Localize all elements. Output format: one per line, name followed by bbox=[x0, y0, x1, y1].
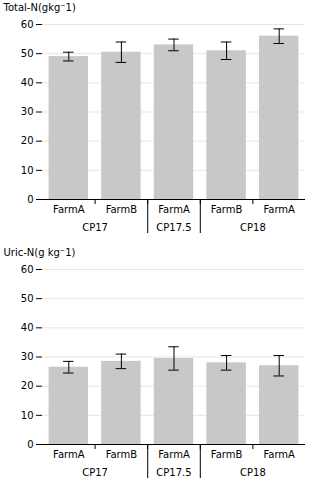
svg-text:CP18: CP18 bbox=[240, 467, 266, 478]
svg-text:30: 30 bbox=[21, 106, 34, 117]
svg-text:FarmA: FarmA bbox=[263, 449, 295, 460]
svg-text:60: 60 bbox=[21, 19, 34, 30]
svg-text:CP17.5: CP17.5 bbox=[156, 467, 191, 478]
svg-text:50: 50 bbox=[21, 293, 34, 304]
svg-text:0: 0 bbox=[27, 439, 33, 450]
svg-text:FarmA: FarmA bbox=[263, 204, 295, 215]
svg-text:40: 40 bbox=[21, 322, 34, 333]
svg-text:FarmA: FarmA bbox=[53, 449, 85, 460]
svg-text:CP17.5: CP17.5 bbox=[156, 222, 191, 233]
svg-text:FarmA: FarmA bbox=[158, 449, 190, 460]
svg-text:CP17: CP17 bbox=[82, 222, 108, 233]
svg-text:FarmB: FarmB bbox=[106, 449, 138, 460]
svg-text:FarmA: FarmA bbox=[158, 204, 190, 215]
svg-text:FarmB: FarmB bbox=[106, 204, 138, 215]
svg-text:FarmB: FarmB bbox=[211, 449, 243, 460]
svg-text:FarmA: FarmA bbox=[53, 204, 85, 215]
svg-text:FarmB: FarmB bbox=[211, 204, 243, 215]
svg-text:20: 20 bbox=[21, 380, 34, 391]
svg-text:CP17: CP17 bbox=[82, 467, 108, 478]
svg-text:60: 60 bbox=[21, 264, 34, 275]
svg-text:20: 20 bbox=[21, 135, 34, 146]
svg-text:30: 30 bbox=[21, 351, 34, 362]
svg-text:10: 10 bbox=[21, 410, 34, 421]
svg-text:40: 40 bbox=[21, 77, 34, 88]
svg-text:10: 10 bbox=[21, 165, 34, 176]
svg-text:Uric-N(g kg⁻1): Uric-N(g kg⁻1) bbox=[4, 247, 76, 258]
svg-text:50: 50 bbox=[21, 48, 34, 59]
svg-text:Total-N(gkg⁻1): Total-N(gkg⁻1) bbox=[3, 2, 76, 13]
svg-text:CP18: CP18 bbox=[240, 222, 266, 233]
svg-text:0: 0 bbox=[27, 194, 33, 205]
